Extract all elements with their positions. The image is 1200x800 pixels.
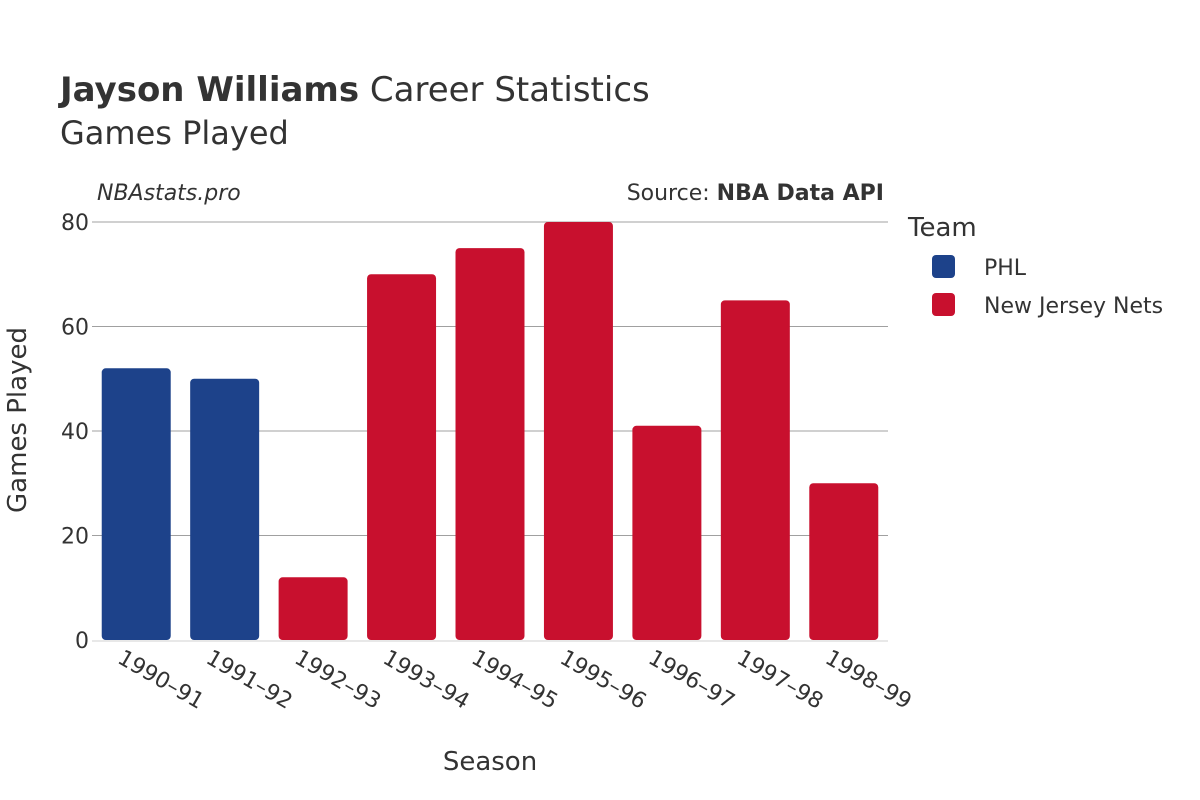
y-tick-label: 80: [61, 211, 89, 236]
chart-title: Jayson Williams Career Statistics: [58, 70, 650, 110]
legend-item-label: PHL: [984, 256, 1027, 281]
x-tick-label: 1993–94: [379, 646, 474, 715]
title-player: Jayson Williams: [58, 70, 359, 110]
watermark: NBAstats.pro: [97, 181, 241, 206]
bar: [632, 425, 702, 640]
legend: Team PHL New Jersey Nets: [907, 213, 1163, 319]
bar: [720, 300, 790, 640]
source-label: Source: NBA Data API: [627, 181, 884, 206]
bar: [367, 274, 437, 640]
legend-item-label: New Jersey Nets: [984, 294, 1163, 319]
x-axis-title: Season: [443, 747, 537, 777]
y-tick-label: 40: [61, 420, 89, 445]
y-axis-title: Games Played: [3, 327, 33, 513]
x-tick-label: 1997–98: [732, 646, 827, 715]
x-tick-label: 1998–99: [821, 646, 916, 715]
y-axis-ticks: 0 20 40 60 80: [61, 211, 89, 654]
x-tick-label: 1992–93: [290, 646, 385, 715]
legend-swatch: [932, 293, 955, 316]
bar: [278, 577, 348, 640]
bar: [543, 222, 613, 640]
chart-subtitle: Games Played: [60, 114, 289, 152]
legend-title: Team: [907, 213, 977, 243]
y-tick-label: 60: [61, 316, 89, 341]
bar: [809, 483, 879, 640]
x-tick-label: 1991–92: [202, 646, 297, 715]
x-tick-label: 1996–97: [644, 646, 739, 715]
title-suffix: Career Statistics: [370, 70, 650, 110]
bar: [190, 378, 260, 640]
source-name: NBA Data API: [717, 181, 884, 206]
bar: [455, 248, 525, 640]
x-axis-ticks: 1990–911991–921992–931993–941994–951995–…: [113, 646, 915, 715]
source-prefix: Source:: [627, 181, 717, 206]
x-tick-label: 1995–96: [555, 646, 650, 715]
bars: [101, 222, 879, 640]
legend-swatch: [932, 255, 955, 278]
bar: [101, 368, 171, 640]
x-tick-label: 1994–95: [467, 646, 562, 715]
x-tick-label: 1990–91: [113, 646, 208, 715]
y-tick-label: 20: [61, 525, 89, 550]
y-tick-label: 0: [75, 629, 89, 654]
